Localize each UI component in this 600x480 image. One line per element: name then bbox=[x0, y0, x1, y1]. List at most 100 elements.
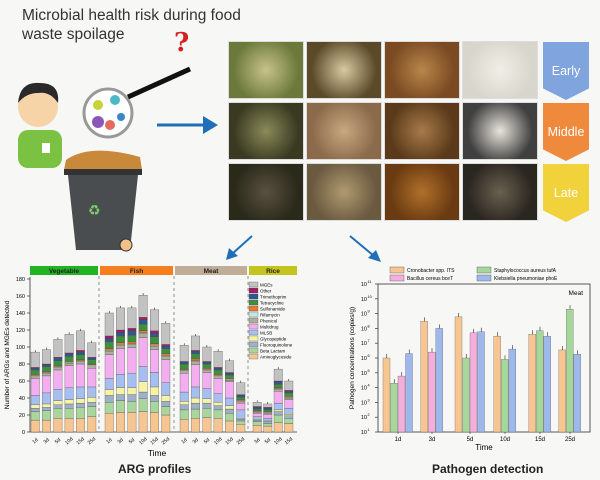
stage-label-early: Early bbox=[543, 42, 589, 100]
y-tick-exponent: 10 bbox=[368, 295, 372, 299]
y-tick-label: 140 bbox=[16, 311, 25, 317]
group-header-label: Vegetable bbox=[49, 268, 80, 275]
down-right-arrow-icon bbox=[349, 235, 381, 262]
x-tick-label: 15d bbox=[224, 436, 234, 446]
stage-label-late: Late bbox=[543, 164, 589, 222]
food-photo bbox=[228, 102, 304, 160]
down-left-arrow-icon bbox=[226, 235, 253, 260]
x-tick-label: 3d bbox=[192, 437, 200, 445]
illustration: ♻ bbox=[18, 66, 218, 252]
x-tick-label: 10d bbox=[500, 437, 510, 443]
food-photo bbox=[306, 41, 382, 99]
pathogen-bar bbox=[501, 359, 509, 433]
right-arrow-icon bbox=[157, 116, 218, 134]
food-photo bbox=[228, 163, 304, 221]
group-header-label: Meat bbox=[204, 268, 220, 275]
stage-label-middle: Middle bbox=[543, 103, 589, 161]
x-tick-label: 10d bbox=[138, 436, 148, 446]
group-header-label: Rice bbox=[266, 268, 280, 275]
y-tick-label: 180 bbox=[16, 277, 25, 283]
y-tick-exponent: 7 bbox=[368, 339, 370, 343]
legend-swatch bbox=[476, 274, 492, 282]
pathogen-bar bbox=[462, 357, 470, 433]
svg-text:♻: ♻ bbox=[88, 202, 101, 218]
y-axis-label: Pathogen concentrations (copies/g) bbox=[349, 307, 356, 409]
x-axis-label: Time bbox=[148, 448, 167, 458]
pathogen-bar bbox=[493, 335, 501, 433]
legend-swatch bbox=[248, 353, 259, 360]
pathogen-bar bbox=[528, 334, 536, 433]
x-tick-label: 15d bbox=[284, 436, 294, 446]
y-tick-label: 10 bbox=[361, 430, 367, 436]
food-photo bbox=[384, 163, 460, 221]
legend-swatch bbox=[248, 311, 259, 318]
legend-label: Bacillus cereus bceT bbox=[407, 276, 453, 282]
legend-label: Fluoroquinolone bbox=[260, 342, 293, 347]
legend-swatch bbox=[248, 317, 259, 324]
x-tick-label: 5d bbox=[203, 437, 211, 445]
y-tick-label: 100 bbox=[16, 345, 25, 351]
y-tick-label: 10 bbox=[361, 297, 367, 303]
group-header-vegetable bbox=[30, 266, 98, 275]
y-tick-exponent: 4 bbox=[368, 384, 370, 388]
legend-label: Tetracycline bbox=[260, 300, 284, 305]
legend-swatch bbox=[248, 347, 259, 354]
legend-swatch bbox=[248, 323, 259, 330]
y-tick-label: 10 bbox=[361, 400, 367, 406]
y-tick-label: 0 bbox=[22, 430, 25, 436]
food-photo bbox=[384, 41, 460, 99]
y-tick-label: 10 bbox=[361, 356, 367, 362]
x-tick-label: 3d bbox=[253, 437, 261, 445]
pathogen-bar bbox=[536, 330, 544, 433]
y-tick-exponent: 6 bbox=[368, 354, 370, 358]
y-tick-exponent: 5 bbox=[368, 369, 370, 373]
question-mark-icon: ? bbox=[174, 28, 190, 58]
x-tick-label: 10d bbox=[213, 436, 223, 446]
pathogen-bar bbox=[428, 351, 436, 433]
food-photo bbox=[462, 163, 538, 221]
pathogen-bar bbox=[566, 308, 574, 433]
pathogen-bar bbox=[382, 357, 391, 433]
page-title: Microbial health risk during food waste … bbox=[22, 7, 241, 43]
legend-swatch bbox=[476, 266, 492, 274]
food-photo bbox=[228, 41, 304, 99]
x-tick-label: 1d bbox=[31, 437, 39, 445]
food-photo bbox=[462, 102, 538, 160]
legend-label: MGEs bbox=[260, 282, 273, 287]
pathogen-bar bbox=[397, 375, 406, 433]
y-tick-label: 10 bbox=[361, 282, 367, 288]
y-tick-label: 80 bbox=[19, 362, 25, 368]
legend-swatch bbox=[248, 341, 259, 348]
group-header-meat bbox=[175, 266, 247, 275]
legend-label: Cronobacter spp. ITS bbox=[407, 268, 455, 274]
y-tick-exponent: 9 bbox=[368, 310, 370, 314]
x-tick-label: 5d bbox=[467, 437, 474, 443]
pathogen-bar bbox=[477, 331, 485, 433]
legend-label: Staphylococcus aureus tufA bbox=[494, 268, 557, 274]
y-tick-label: 160 bbox=[16, 294, 25, 300]
pathogen-bar bbox=[508, 348, 516, 433]
y-tick-exponent: 2 bbox=[368, 413, 370, 417]
legend-label: Klebsiella pneumoniae phoE bbox=[494, 276, 558, 282]
y-tick-exponent: 3 bbox=[368, 398, 370, 402]
y-tick-label: 10 bbox=[361, 371, 367, 377]
x-tick-label: 25d bbox=[161, 436, 171, 446]
pathogen-bar bbox=[435, 328, 443, 433]
x-tick-label: 1d bbox=[395, 437, 402, 443]
legend-label: Trimethoprim bbox=[260, 294, 287, 299]
pathogen-caption: Pathogen detection bbox=[432, 462, 544, 476]
y-tick-label: 10 bbox=[361, 415, 367, 421]
legend-label: Multidrug bbox=[260, 324, 279, 329]
y-tick-label: 60 bbox=[19, 379, 25, 385]
pathogen-bar bbox=[390, 382, 398, 433]
trash-bin-icon: ♻ bbox=[64, 150, 142, 252]
x-tick-label: 10d bbox=[64, 436, 74, 446]
legend-label: Glycopeptide bbox=[260, 336, 287, 341]
pathogen-bar bbox=[558, 349, 566, 433]
x-tick-label: 1d bbox=[180, 437, 188, 445]
food-photo bbox=[462, 41, 538, 99]
x-tick-label: 5d bbox=[54, 437, 62, 445]
legend-swatch bbox=[389, 274, 405, 282]
